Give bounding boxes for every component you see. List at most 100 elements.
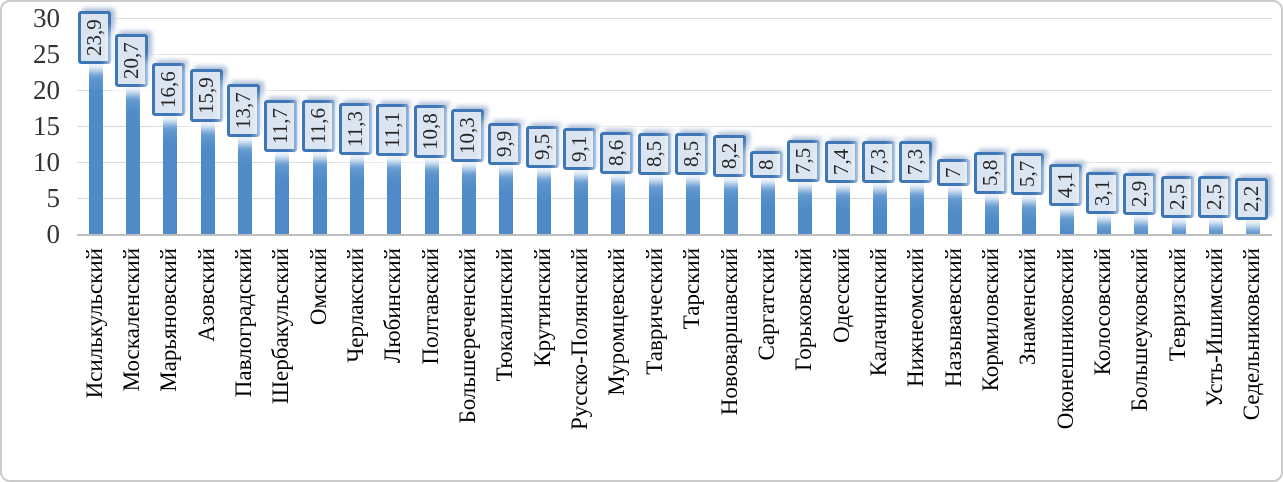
data-label: 7: [936, 159, 970, 186]
data-label: 9,1: [563, 128, 597, 171]
bar: [275, 149, 290, 234]
data-label: 7,5: [787, 139, 821, 182]
x-axis-label: Большеуковский: [1127, 248, 1153, 412]
x-axis-line: [77, 234, 1272, 236]
data-label: 11,6: [301, 100, 335, 153]
bar: [947, 183, 962, 234]
bar: [1059, 204, 1074, 234]
x-axis-label: Усть-Ишимский: [1201, 248, 1227, 408]
x-axis-label: Знаменский: [1015, 248, 1041, 366]
x-axis-label: Крутинский: [529, 248, 555, 367]
data-label: 15,9: [189, 68, 223, 122]
x-axis-label: Калачинский: [865, 248, 891, 377]
x-axis-label: Марьяновский: [156, 248, 182, 392]
bar: [611, 172, 626, 234]
x-axis-label: Азовский: [193, 248, 219, 342]
bar: [1096, 211, 1111, 234]
bar: [536, 165, 551, 234]
x-axis-label: Нижнеомский: [903, 248, 929, 387]
gridline: [77, 162, 1272, 163]
data-label: 2,5: [1197, 175, 1231, 218]
data-label: 2,9: [1123, 172, 1157, 216]
bar: [462, 159, 477, 234]
y-axis-tick-label: 15: [33, 111, 60, 141]
bar: [499, 162, 514, 234]
x-axis-label: Кормиловский: [977, 248, 1003, 392]
x-axis-label: Нововаршавский: [716, 248, 742, 416]
bar: [238, 135, 253, 234]
bar: [1208, 216, 1223, 234]
x-axis-label: Называевский: [940, 248, 966, 388]
bar: [312, 150, 327, 234]
x-axis-label: Павлоградский: [231, 248, 257, 398]
data-label: 7,3: [899, 141, 933, 184]
data-label: 10,8: [413, 105, 447, 159]
x-axis-label: Оконешниковский: [1052, 248, 1078, 430]
data-label: 23,9: [77, 11, 111, 64]
data-label: 2,2: [1235, 177, 1269, 221]
bar: [574, 168, 589, 234]
data-label: 8,2: [712, 134, 746, 177]
y-axis-tick-label: 25: [33, 39, 60, 69]
x-axis-label: Муромцевский: [604, 248, 630, 396]
x-axis-label: Колосовский: [1089, 248, 1115, 376]
data-label: 9,5: [525, 125, 559, 168]
bar: [872, 181, 887, 234]
x-axis-label: Полтавский: [417, 248, 443, 365]
x-axis-label: Любинский: [380, 248, 406, 364]
data-label: 10,3: [451, 109, 485, 162]
data-label: 16,6: [152, 63, 186, 117]
x-axis-label: Тевризский: [1164, 248, 1190, 362]
x-axis-label: Москаленский: [119, 248, 145, 392]
bar: [88, 61, 103, 234]
bar: [686, 172, 701, 234]
data-label: 3,1: [1085, 171, 1119, 214]
bar: [910, 181, 925, 234]
gridline: [77, 198, 1272, 199]
gridline: [77, 126, 1272, 127]
data-label: 13,7: [227, 84, 261, 138]
data-label: 5,7: [1011, 152, 1045, 195]
data-label: 11,1: [376, 104, 410, 157]
x-axis-label: Одесский: [828, 248, 854, 343]
y-axis-tick-label: 30: [33, 3, 60, 33]
bar: [350, 152, 365, 234]
x-axis-label: Саргатский: [753, 248, 779, 361]
data-label: 4,1: [1048, 164, 1082, 207]
x-axis-label: Горьковский: [791, 248, 817, 371]
data-label: 5,8: [973, 151, 1007, 195]
bar: [1171, 216, 1186, 234]
bar: [126, 84, 141, 234]
bar: [798, 180, 813, 234]
data-label: 9,9: [488, 122, 522, 165]
x-axis-label: Таврический: [641, 248, 667, 375]
x-axis-label: Русско-Полянский: [567, 248, 593, 431]
bar: [1022, 192, 1037, 234]
bar: [723, 174, 738, 234]
x-axis-label: Черлакский: [343, 248, 369, 363]
gridline: [77, 90, 1272, 91]
bar: [1246, 218, 1261, 234]
gridline: [77, 18, 1272, 19]
x-axis-label: Седельниковский: [1239, 248, 1265, 421]
y-axis-tick-label: 10: [33, 147, 60, 177]
data-label: 2,5: [1160, 175, 1194, 218]
y-axis-tick-label: 20: [33, 75, 60, 105]
bar: [835, 180, 850, 234]
bar: [984, 192, 999, 234]
bar: [163, 114, 178, 234]
gridline: [77, 54, 1272, 55]
bar: [200, 119, 215, 234]
data-label: 8: [749, 151, 783, 179]
data-label: 20,7: [115, 34, 149, 87]
data-label: 8,5: [675, 132, 709, 175]
data-label: 11,3: [339, 102, 373, 155]
data-label: 8,6: [600, 131, 634, 175]
bar: [387, 154, 402, 234]
bar: [424, 156, 439, 234]
data-label: 8,5: [637, 132, 671, 175]
bar: [1134, 213, 1149, 234]
x-axis-label: Исилькульский: [81, 248, 107, 399]
data-label: 11,7: [264, 99, 298, 152]
